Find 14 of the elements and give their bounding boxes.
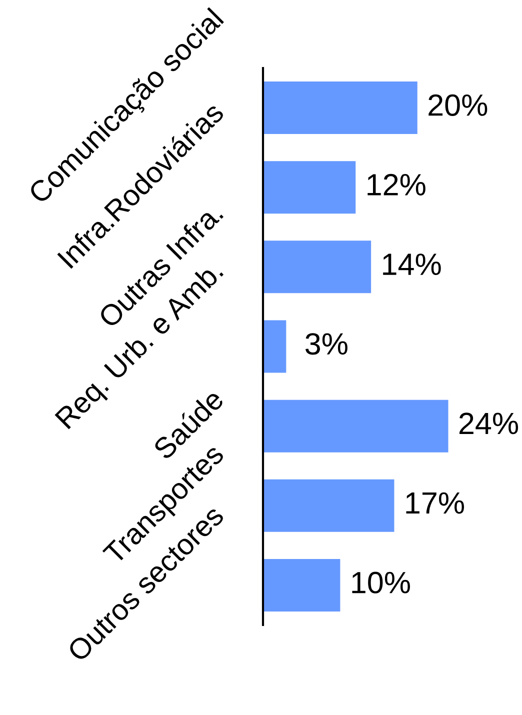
bar: [263, 479, 394, 532]
data-label: 20%: [428, 94, 488, 116]
data-label: 12%: [368, 174, 426, 196]
data-label: 24%: [459, 412, 518, 434]
data-label: 17%: [406, 492, 464, 514]
bar: [263, 400, 448, 452]
data-label: 3%: [306, 333, 348, 355]
bar: [263, 240, 372, 294]
bar: [263, 558, 340, 612]
bar: [263, 320, 286, 373]
data-label: 10%: [352, 572, 410, 594]
data-label: 14%: [383, 254, 441, 276]
bar: [263, 161, 356, 214]
bar: [263, 82, 418, 134]
